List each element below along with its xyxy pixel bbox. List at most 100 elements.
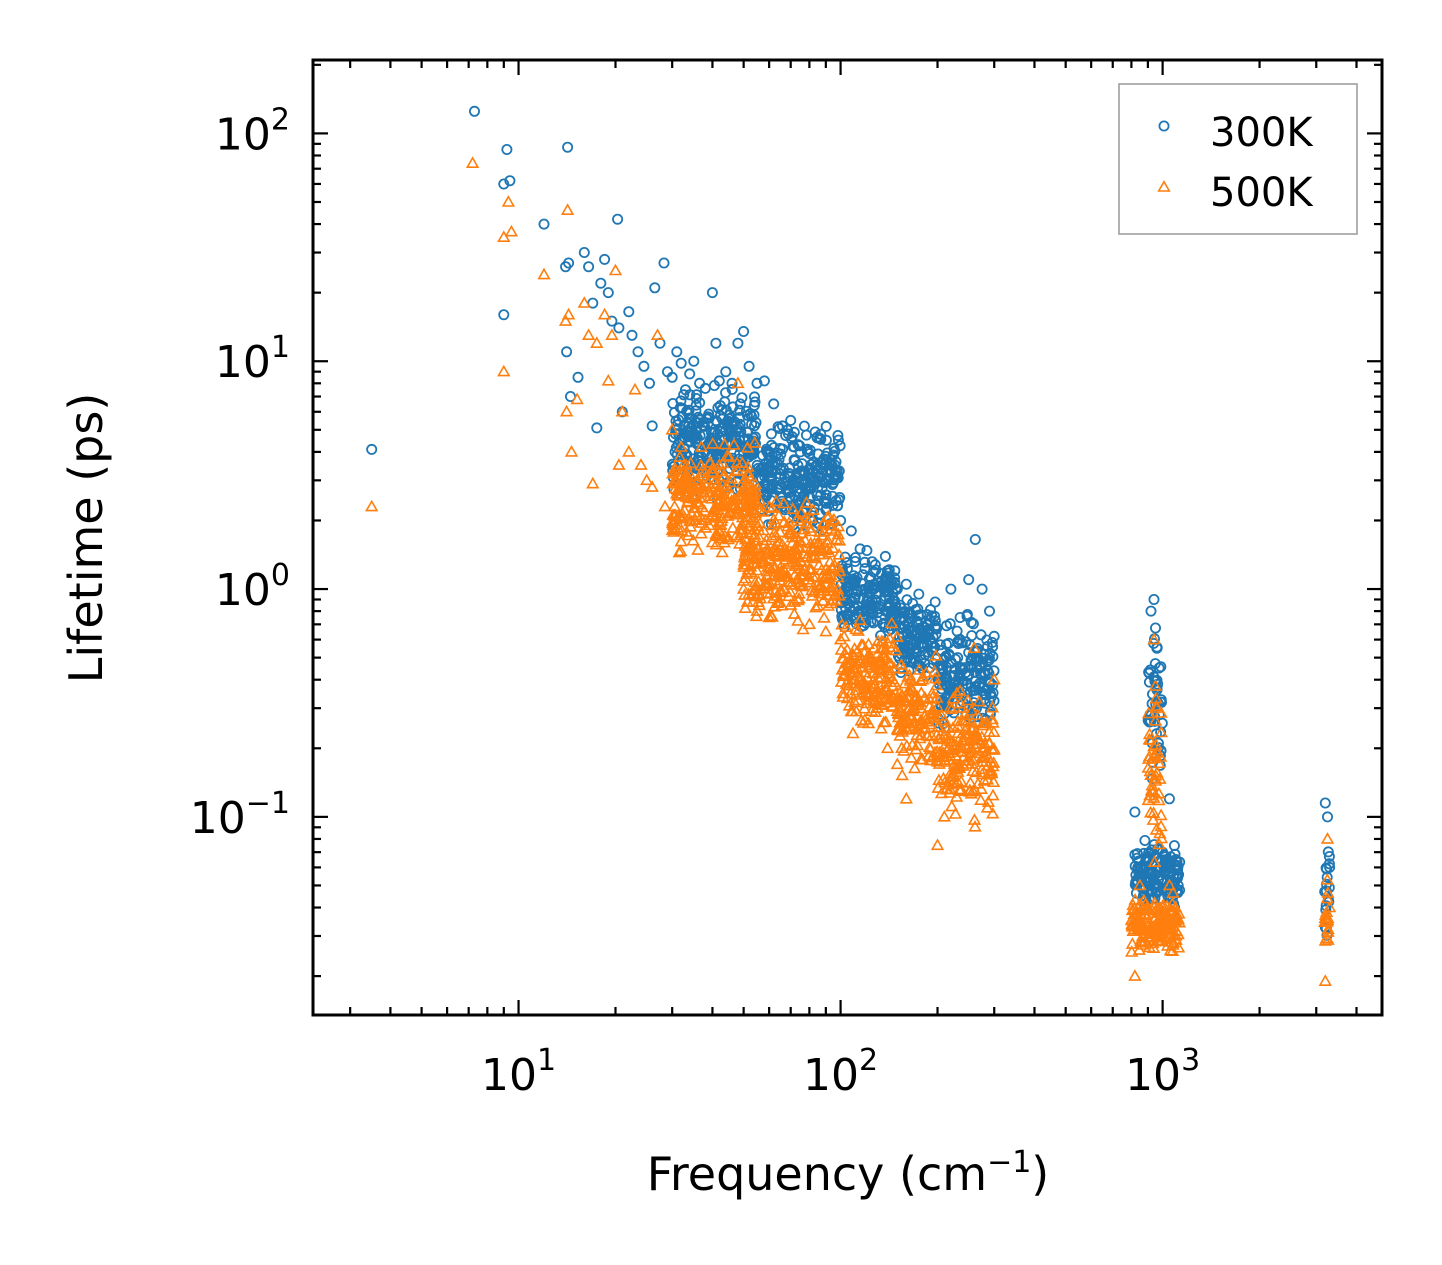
- point-500k: [874, 670, 889, 683]
- point-500k: [628, 382, 642, 395]
- point-500k: [890, 757, 904, 770]
- point-300k: [751, 459, 763, 471]
- point-500k: [794, 526, 809, 539]
- point-500k: [982, 725, 996, 738]
- point-500k: [966, 764, 980, 777]
- point-500k: [748, 582, 762, 595]
- point-300k: [591, 422, 603, 434]
- point-500k: [813, 525, 827, 537]
- point-500k: [914, 713, 929, 726]
- point-500k: [1318, 908, 1333, 920]
- point-500k: [951, 714, 965, 727]
- point-500k: [1167, 909, 1181, 922]
- point-500k: [650, 328, 665, 341]
- x-tick-label: 101: [481, 1043, 556, 1101]
- point-500k: [882, 631, 897, 644]
- point-500k: [904, 750, 919, 763]
- point-500k: [902, 668, 917, 681]
- point-300k: [901, 594, 913, 606]
- point-500k: [691, 543, 705, 555]
- point-500k: [707, 476, 721, 489]
- point-500k: [874, 665, 888, 677]
- point-500k: [737, 560, 751, 572]
- point-500k: [558, 314, 573, 326]
- point-300k: [561, 346, 573, 358]
- point-300k: [883, 577, 895, 589]
- point-500k: [952, 782, 966, 795]
- point-500k: [930, 838, 945, 851]
- point-300k: [832, 429, 844, 441]
- point-500k: [985, 766, 999, 779]
- point-500k: [665, 523, 680, 536]
- point-500k: [810, 537, 824, 549]
- point-300k: [889, 565, 901, 577]
- y-tick-label-base: 10: [215, 565, 271, 616]
- point-300k: [984, 647, 996, 659]
- x-tick-label-base: 10: [1125, 1050, 1181, 1101]
- point-300k: [1323, 851, 1335, 863]
- point-500k: [946, 691, 960, 704]
- point-500k: [791, 614, 805, 626]
- point-500k: [792, 572, 806, 585]
- point-500k: [889, 643, 903, 656]
- point-500k: [967, 813, 982, 825]
- point-300k: [699, 382, 711, 394]
- point-500k: [684, 456, 698, 469]
- point-300k: [678, 389, 690, 401]
- point-300k: [965, 682, 977, 694]
- point-500k: [776, 548, 791, 561]
- point-500k: [722, 450, 736, 462]
- point-500k: [717, 437, 732, 450]
- point-500k: [956, 701, 970, 713]
- point-300k: [914, 632, 926, 644]
- point-500k: [615, 404, 629, 417]
- point-300k: [811, 460, 823, 472]
- point-300k: [1155, 661, 1167, 673]
- point-500k: [820, 588, 835, 601]
- point-500k: [710, 527, 724, 540]
- point-300k: [691, 425, 703, 437]
- point-500k: [777, 563, 792, 576]
- point-500k: [895, 741, 909, 754]
- point-300k: [646, 420, 658, 432]
- point-500k: [753, 547, 767, 560]
- point-300k: [773, 453, 785, 465]
- point-500k: [1320, 891, 1334, 904]
- point-500k: [1136, 935, 1150, 948]
- point-300k: [595, 277, 607, 289]
- point-500k: [961, 693, 975, 706]
- point-500k: [932, 748, 946, 760]
- point-500k: [807, 585, 821, 597]
- point-500k: [705, 461, 719, 474]
- point-500k: [877, 715, 891, 728]
- point-500k: [685, 507, 699, 519]
- point-300k: [869, 559, 881, 571]
- point-500k: [929, 648, 943, 661]
- point-300k: [935, 662, 947, 674]
- point-300k: [905, 655, 917, 667]
- point-500k: [943, 700, 957, 713]
- point-300k: [869, 594, 881, 606]
- point-300k: [794, 446, 806, 458]
- point-500k: [922, 692, 936, 704]
- point-500k: [1143, 733, 1157, 745]
- point-500k: [741, 541, 755, 553]
- point-500k: [766, 518, 780, 531]
- y-tick-label: 100: [215, 558, 290, 616]
- legend: 300K 500K: [1118, 83, 1358, 235]
- point-500k: [987, 672, 1001, 685]
- point-300k: [680, 384, 692, 396]
- point-500k: [980, 715, 994, 728]
- point-300k: [684, 412, 696, 424]
- point-300k: [632, 346, 644, 358]
- point-500k: [751, 497, 765, 510]
- point-500k: [1150, 701, 1164, 713]
- point-500k: [975, 750, 990, 763]
- point-300k: [716, 413, 728, 425]
- point-500k: [677, 463, 691, 476]
- point-300k: [710, 337, 722, 349]
- point-500k: [698, 520, 713, 533]
- point-500k: [914, 674, 928, 687]
- point-500k: [765, 530, 779, 543]
- point-500k: [767, 568, 782, 581]
